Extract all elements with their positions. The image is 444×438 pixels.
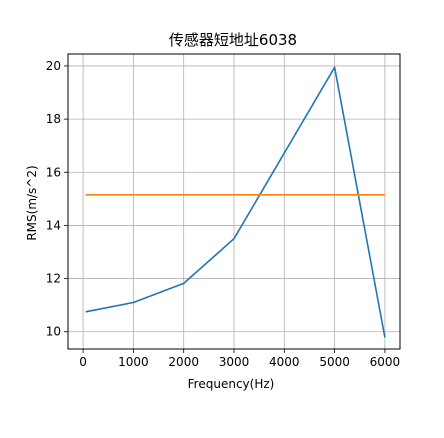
- chart-title: 传感器短地址6038: [169, 31, 297, 49]
- ticks: 0 1000 2000 3000 4000 5000 6000 10 12 14 16 18 20: [46, 59, 400, 369]
- y-tick-label: 12: [46, 272, 61, 286]
- series-line-1: [85, 66, 386, 338]
- y-tick-label: 20: [46, 59, 61, 73]
- x-tick-label: 1000: [118, 355, 149, 369]
- y-tick-label: 14: [46, 218, 61, 232]
- grid: [68, 54, 400, 349]
- x-tick-label: 4000: [269, 355, 300, 369]
- x-tick-label: 3000: [219, 355, 250, 369]
- x-tick-label: 2000: [168, 355, 199, 369]
- y-tick-label: 16: [46, 165, 61, 179]
- x-tick-label: 5000: [319, 355, 350, 369]
- x-tick-label: 6000: [370, 355, 401, 369]
- series-layer: [85, 66, 386, 338]
- y-tick-label: 10: [46, 325, 61, 339]
- x-tick-label: 0: [79, 355, 87, 369]
- y-tick-label: 18: [46, 112, 61, 126]
- y-axis-label: RMS(m/s^2): [25, 165, 39, 240]
- x-axis-label: Frequency(Hz): [188, 377, 275, 391]
